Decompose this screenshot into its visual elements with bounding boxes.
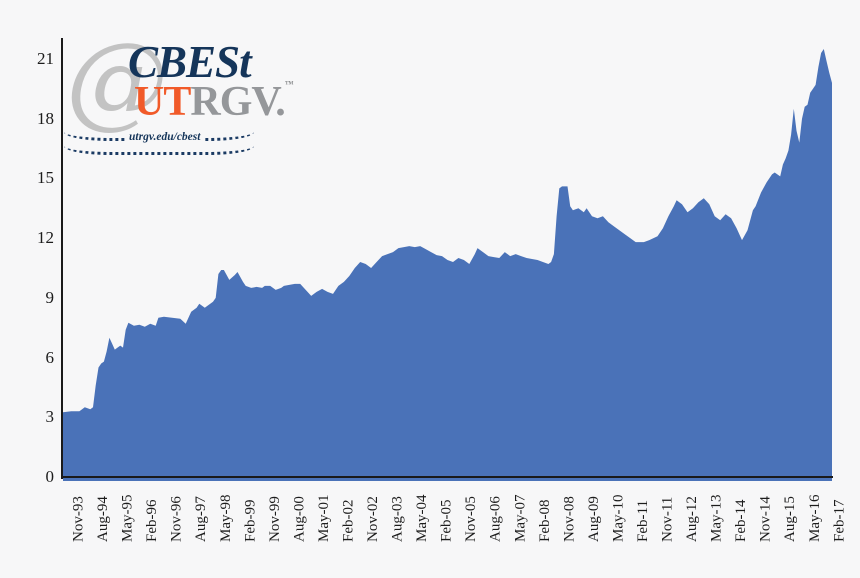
x-tick-label: Nov-14 xyxy=(757,496,774,542)
logo-url-text: utrgv.edu/cbest xyxy=(126,131,204,143)
x-tick-label: Nov-02 xyxy=(365,496,382,542)
y-tick-label: 3 xyxy=(45,407,55,427)
logo-rgv-text: RGV xyxy=(190,79,276,125)
logo-brand-cbest: CBESt xyxy=(128,37,252,87)
x-tick-label: Feb-14 xyxy=(733,499,750,543)
y-tick-label: 12 xyxy=(37,228,54,248)
x-tick-label: Feb-02 xyxy=(340,499,357,543)
x-tick-label: Nov-99 xyxy=(266,496,283,542)
x-tick-label: May-01 xyxy=(315,494,332,543)
x-tick-label: Aug-00 xyxy=(291,496,308,542)
x-tick-label: Feb-99 xyxy=(242,499,259,543)
x-tick-label: Aug-06 xyxy=(487,496,504,542)
x-tick-label: Feb-05 xyxy=(438,499,455,543)
y-tick-label: 9 xyxy=(45,287,55,307)
cbest-utrgv-logo: @ CBESt UTRGV.™ utrgv.edu/cbest xyxy=(62,30,294,155)
x-tick-label: Aug-03 xyxy=(389,496,406,542)
y-tick-label: 6 xyxy=(45,347,55,367)
dotted-arc-bottom xyxy=(64,137,254,155)
x-tick-label: Aug-94 xyxy=(95,496,112,542)
x-tick-label: Nov-93 xyxy=(70,496,87,542)
at-symbol-icon: @ xyxy=(66,21,168,140)
x-tick-label: Nov-08 xyxy=(561,496,578,542)
y-tick-label: 15 xyxy=(37,168,54,188)
y-axis-line xyxy=(60,38,63,479)
logo-ut-text: UT xyxy=(134,79,191,125)
x-tick-label: May-07 xyxy=(512,494,529,543)
y-tick-label: 0 xyxy=(45,467,55,486)
y-tick-label: 18 xyxy=(37,108,54,128)
x-tick-label: Feb-08 xyxy=(536,499,553,543)
y-tick-label: 21 xyxy=(37,49,54,68)
x-tick-label: Aug-97 xyxy=(193,496,210,542)
x-tick-label: Nov-05 xyxy=(463,496,480,542)
trademark-symbol: ™ xyxy=(284,79,294,89)
x-tick-label: May-13 xyxy=(708,494,725,543)
x-tick-label: May-10 xyxy=(610,494,627,543)
x-tick-label: Aug-15 xyxy=(782,496,799,542)
logo-brand-utrgv: UTRGV.™ xyxy=(134,79,294,125)
x-tick-label: Feb-96 xyxy=(144,499,161,543)
x-axis-line xyxy=(60,475,833,478)
x-tick-label: Feb-17 xyxy=(831,499,848,543)
x-tick-label: May-16 xyxy=(806,494,823,543)
x-tick-label: May-98 xyxy=(217,494,234,543)
x-tick-label: May-04 xyxy=(414,494,431,543)
x-tick-label: Aug-12 xyxy=(684,496,701,542)
x-tick-label: Nov-11 xyxy=(659,496,676,542)
logo-period: . xyxy=(275,79,285,125)
x-tick-label: May-95 xyxy=(119,494,136,543)
x-tick-label: Aug-09 xyxy=(585,496,602,542)
x-tick-label: Feb-11 xyxy=(634,500,651,542)
x-tick-label: Nov-96 xyxy=(168,496,185,542)
